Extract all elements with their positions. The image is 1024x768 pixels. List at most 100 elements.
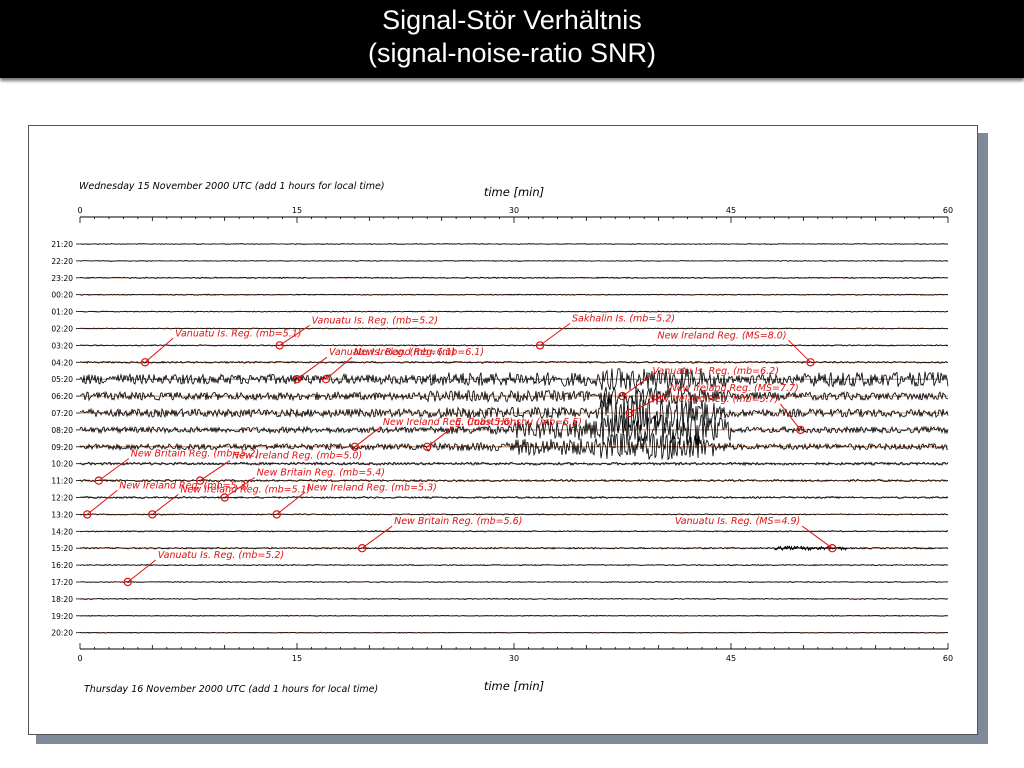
x-tick-label: 0: [77, 206, 82, 215]
trace-row: [79, 631, 949, 634]
x-axis-label-bottom: time [min]: [484, 679, 544, 693]
annotation-leader: [788, 339, 811, 363]
slide-title-bar: Signal-Stör Verhältnis (signal-noise-rat…: [0, 0, 1024, 78]
annotation-label: New Ireland Reg. (MS=7.7): [670, 383, 799, 394]
annotation-leader: [426, 426, 454, 448]
annotation-label: New Ireland Reg. (MS=8.0): [658, 330, 787, 341]
trace-row: [79, 344, 949, 347]
annotation-label: Vanuatu Is. Reg. (MS=4.9): [675, 516, 800, 527]
annotation-leader: [539, 322, 571, 346]
annotation-marker: [272, 510, 281, 519]
row-label: 06:20: [51, 392, 73, 401]
x-tick-label: 60: [943, 654, 953, 663]
chart-description-bottom: Thursday 16 November 2000 UTC (add 1 hou…: [84, 684, 378, 695]
x-tick-label: 30: [509, 206, 519, 215]
row-label: 23:20: [51, 274, 73, 283]
trace-row: [79, 327, 949, 330]
x-tick-label: 45: [726, 654, 736, 663]
row-label: 03:20: [51, 341, 73, 350]
row-label: 02:20: [51, 325, 73, 334]
annotation-marker: [292, 374, 302, 384]
annotation-marker: [123, 577, 132, 587]
annotation-label: Vanuatu Is. Reg. (mb=5.2): [312, 315, 438, 326]
annotation-label: New Ireland Reg. (mb=6.1): [354, 347, 484, 358]
row-label: 17:20: [51, 578, 73, 587]
trace-row: [79, 386, 949, 406]
annotation-label: New Ireland Reg. (mb=5.0): [232, 451, 362, 462]
annotation-leader: [199, 460, 231, 482]
x-tick-label: 30: [509, 654, 519, 663]
annotation-marker: [423, 442, 432, 451]
row-label: 18:20: [51, 595, 73, 604]
trace-row: [79, 393, 949, 433]
x-tick-label: 60: [943, 206, 953, 215]
x-tick-label: 45: [726, 206, 736, 215]
annotation-label: New Ireland Reg. (mb=5.6): [383, 417, 513, 428]
row-label: 09:20: [51, 443, 73, 452]
row-label: 11:20: [51, 477, 73, 486]
trace-row: [79, 368, 949, 391]
annotation-label: New Britain Reg. (mb=5.2): [131, 449, 259, 460]
slide-title: Signal-Stör Verhältnis: [382, 5, 642, 35]
annotation-label: New Ireland Reg. (mb=5.3): [119, 480, 249, 491]
annotation-marker: [625, 408, 634, 418]
row-label: 13:20: [51, 510, 73, 519]
annotation-leader: [354, 426, 382, 448]
trace-row: [79, 580, 949, 584]
trace-row: [79, 432, 949, 461]
trace-row: [79, 310, 949, 313]
row-label: 12:20: [51, 494, 73, 503]
row-labels: 21:20 22:20 23:20 00:20 01:20 02:20 03:20 04:20…: [51, 240, 80, 638]
annotation-label: New Britain Reg. (mb=5.6): [394, 516, 522, 527]
annotation-marker: [83, 510, 92, 519]
annotation-label: Vanuatu Is. Reg. (mb=6.2): [653, 366, 779, 377]
x-tick-label: 15: [292, 206, 302, 215]
row-label: 01:20: [51, 308, 73, 317]
annotation-leader: [224, 477, 255, 498]
annotation-leader: [98, 458, 130, 482]
annotation-marker: [828, 544, 837, 553]
trace-row: [79, 513, 949, 516]
row-label: 10:20: [51, 460, 73, 469]
annotation-leader: [152, 494, 179, 515]
trace-row: [79, 276, 949, 280]
annotation-leader: [127, 559, 157, 583]
row-label: 22:20: [51, 257, 73, 266]
trace-row: [79, 478, 949, 483]
annotation-marker: [275, 341, 284, 350]
x-tick-label: 0: [77, 654, 82, 663]
row-grid: [80, 243, 948, 634]
trace-burst: [774, 545, 847, 552]
x-axis-label-top: time [min]: [484, 185, 544, 199]
row-label: 07:20: [51, 409, 73, 418]
annotation-leader: [325, 356, 353, 380]
annotation-leader: [629, 392, 668, 414]
annotation-marker: [140, 358, 150, 367]
annotation-label: New Britain Reg. (mb=5.4): [257, 468, 385, 479]
row-label: 08:20: [51, 426, 73, 435]
trace-row: [79, 293, 949, 296]
annotation-leader: [144, 337, 174, 363]
annotation-leader: [276, 492, 306, 515]
event-annotations: Vanuatu Is. Reg. (mb=5.1) Vanuatu Is. Reg…: [83, 313, 837, 587]
trace-row: [79, 413, 949, 447]
annotation-marker: [535, 341, 545, 350]
annotation-marker: [148, 510, 157, 519]
annotation-label: E. Coast Honshu (mb=5.5): [455, 417, 582, 428]
seismogram-chart: 0 15 30 45 60 0 15 30 45 60 21:20 22:20 23:20 00:20 0…: [51, 181, 953, 695]
row-label: 21:20: [51, 240, 73, 249]
annotation-leader: [780, 403, 801, 431]
annotation-marker: [220, 493, 229, 502]
annotation-marker: [796, 425, 805, 435]
annotation-marker: [195, 476, 205, 485]
annotation-leader: [279, 324, 310, 346]
annotation-marker: [357, 544, 367, 553]
row-label: 15:20: [51, 544, 73, 553]
seismic-traces: [79, 243, 949, 634]
annotation-leader: [622, 375, 651, 397]
trace-row: [79, 530, 949, 533]
row-label: 05:20: [51, 375, 73, 384]
annotation-label: Vanuatu Is. Reg. (mb=5.2): [158, 550, 284, 561]
annotation-marker: [618, 391, 627, 401]
trace-row: [79, 563, 949, 567]
